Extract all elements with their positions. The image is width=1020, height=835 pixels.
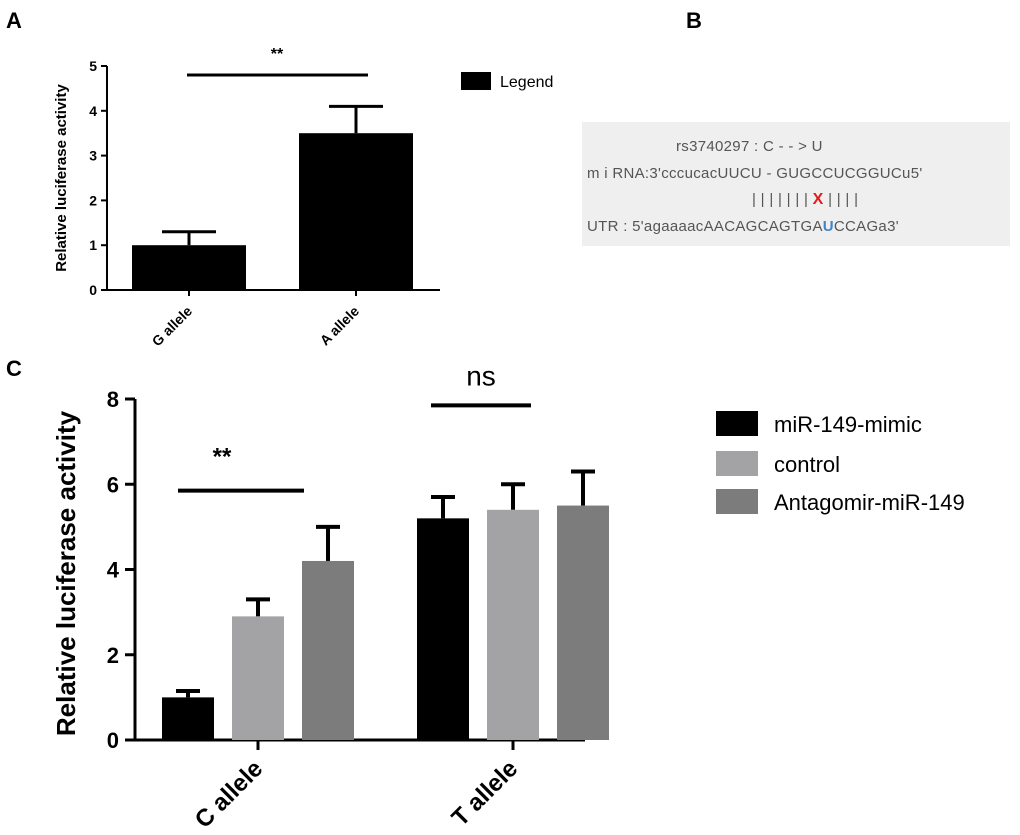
alignment-box [582, 122, 1010, 246]
significance-label: ** [271, 46, 284, 63]
panel-b-label: B [686, 8, 702, 33]
bar [417, 518, 469, 740]
utr-variant: U [823, 218, 834, 235]
bar [299, 133, 413, 290]
y-tick-label: 4 [107, 558, 120, 583]
significance-label: ns [466, 360, 496, 391]
utr-prefix: UTR : 5'agaaaacAACAGCAGTGA [587, 218, 823, 235]
y-tick-label: 4 [89, 103, 97, 119]
x-tick-label: T allele [447, 755, 524, 832]
legend-label: control [774, 452, 840, 477]
panel-c-label: C [6, 356, 22, 381]
legend-swatch [461, 72, 491, 90]
legend-swatch [716, 451, 758, 476]
chart-a: 0 1 2 3 4 5 Relative luciferase activity G alle… [53, 46, 553, 349]
y-tick-label: 3 [89, 148, 97, 164]
pairing-bars-tail: | | | | [828, 191, 858, 208]
x-tick-label: C allele [190, 755, 269, 834]
legend-label: Legend [500, 74, 553, 91]
y-tick-label: 2 [89, 192, 97, 208]
chart-c: 0 2 4 6 8 Relative luciferase activity C allel… [51, 360, 965, 833]
y-tick-label: 0 [107, 728, 119, 753]
utr-line: UTR : 5'agaaaacAACAGCAGTGAUCCAGa3' [587, 218, 899, 235]
y-tick-label: 1 [89, 237, 97, 253]
y-tick-label: 8 [107, 387, 119, 412]
y-tick-label: 2 [107, 643, 119, 668]
bar [132, 245, 246, 290]
significance-label: ** [213, 444, 232, 471]
panel-b-alignment: rs3740297 : C - - > U m i RNA:3'cccucacU… [582, 122, 1010, 246]
snp-line: rs3740297 : C - - > U [676, 138, 823, 155]
mismatch-mark: X [813, 191, 824, 208]
utr-suffix: CCAGa3' [834, 218, 899, 235]
bar [302, 560, 354, 740]
y-tick-label: 5 [89, 58, 97, 74]
y-axis-label: Relative luciferase activity [51, 410, 81, 736]
pairing-bars: | | | | | | | [752, 191, 808, 208]
x-tick-label: A allele [317, 303, 363, 349]
legend-swatch [716, 489, 758, 514]
legend-label: miR-149-mimic [774, 412, 922, 437]
y-axis-label: Relative luciferase activity [53, 84, 70, 272]
bar [232, 616, 284, 740]
y-tick-label: 0 [89, 282, 97, 298]
pairing-line: | | | | | | | X | | | | [752, 191, 858, 208]
mirna-line: m i RNA:3'cccucacUUCU - GUGCCUCGGUCu5' [587, 165, 923, 182]
bar [557, 505, 609, 740]
y-tick-label: 6 [107, 472, 119, 497]
legend-label: Antagomir-miR-149 [774, 490, 965, 515]
x-tick-label: G allele [149, 303, 196, 350]
legend-swatch [716, 411, 758, 436]
bar [162, 697, 214, 740]
panel-a-label: A [6, 8, 22, 33]
bar [487, 509, 539, 740]
